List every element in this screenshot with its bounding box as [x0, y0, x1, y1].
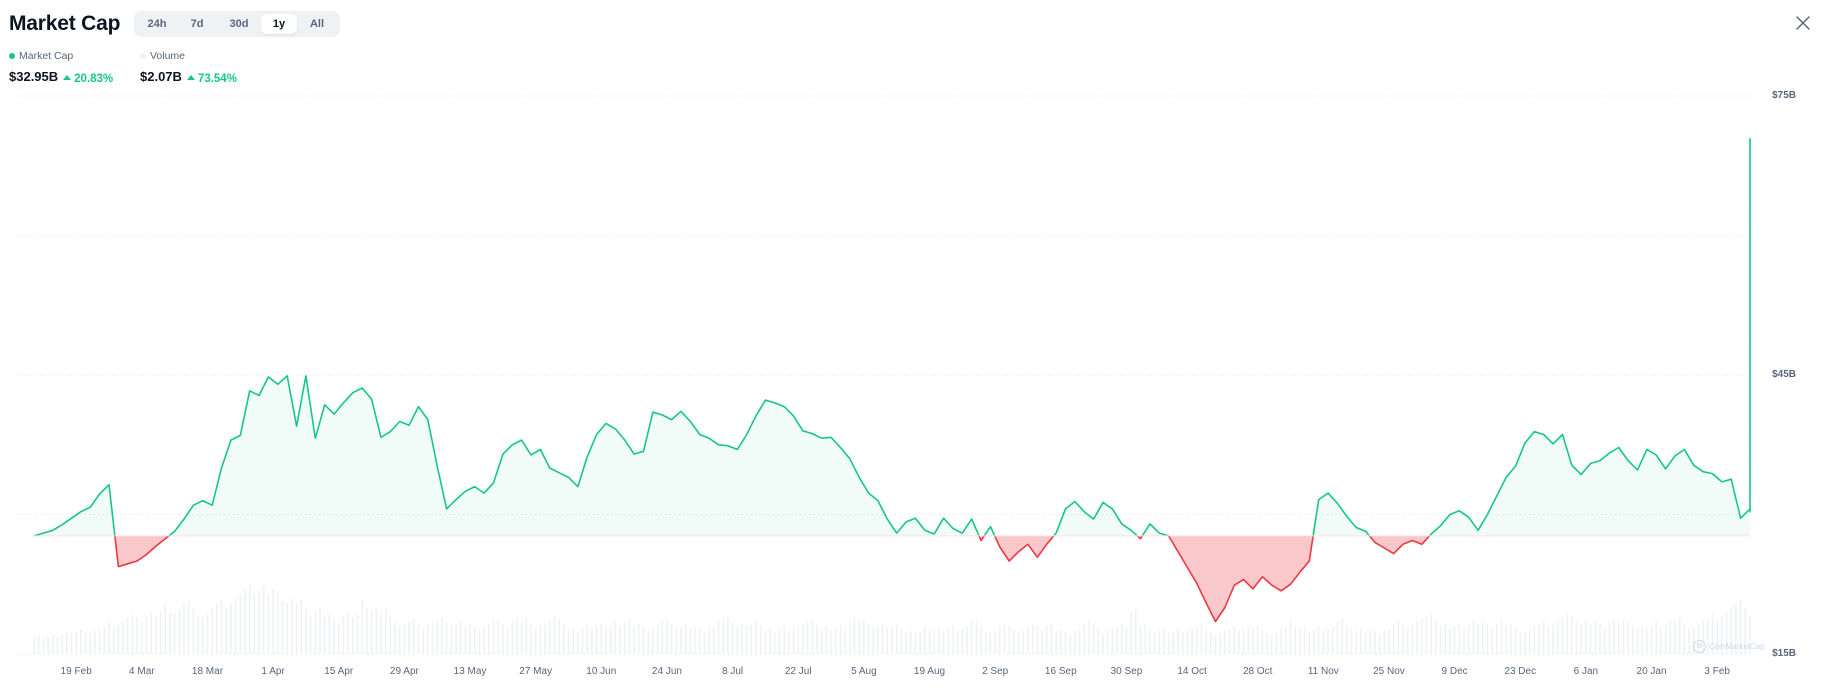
- market-cap-line-up: [33, 138, 1751, 536]
- caret-up-icon: [63, 75, 72, 80]
- page-title: Market Cap: [9, 12, 121, 35]
- x-tick-label: 4 Mar: [129, 666, 155, 677]
- volume-bars: [33, 584, 1751, 654]
- x-tick-label: 29 Apr: [389, 666, 419, 677]
- grid-lines: [17, 95, 1750, 655]
- legend-market-cap[interactable]: Market Cap: [9, 50, 73, 62]
- volume-value: $2.07B: [140, 69, 182, 84]
- volume-change: 73.54%: [186, 72, 237, 85]
- x-tick-label: 30 Sep: [1110, 666, 1143, 677]
- caret-up-icon: [186, 75, 195, 80]
- close-icon[interactable]: [1794, 14, 1812, 32]
- y-tick-label: $75B: [1772, 90, 1796, 101]
- x-tick-label: 24 Jun: [651, 666, 682, 677]
- x-tick-label: 9 Dec: [1441, 666, 1468, 677]
- market-cap-dot-icon: [9, 53, 15, 59]
- market-cap-value: $32.95B: [9, 69, 59, 84]
- x-tick-label: 1 Apr: [261, 666, 285, 677]
- x-tick-label: 3 Feb: [1704, 666, 1730, 677]
- y-tick-label: $45B: [1772, 369, 1796, 380]
- x-tick-label: 15 Apr: [324, 666, 354, 677]
- market-cap-stat: $32.95B 20.83%: [9, 69, 113, 85]
- x-tick-label: 5 Aug: [851, 666, 877, 677]
- x-tick-label: 18 Mar: [191, 666, 224, 677]
- range-all[interactable]: All: [309, 18, 325, 30]
- x-tick-label: 22 Jul: [784, 666, 812, 677]
- x-tick-label: 23 Dec: [1504, 666, 1537, 677]
- x-tick-label: 20 Jan: [1636, 666, 1667, 677]
- x-tick-label: 19 Feb: [60, 666, 92, 677]
- volume-stat: $2.07B 73.54%: [140, 69, 237, 85]
- x-tick-label: 25 Nov: [1373, 666, 1405, 677]
- y-tick-label: $15B: [1772, 648, 1796, 659]
- legend-volume[interactable]: Volume: [140, 50, 185, 62]
- x-tick-label: 6 Jan: [1573, 666, 1599, 677]
- x-tick-label: 19 Aug: [913, 666, 946, 677]
- x-tick-label: 10 Jun: [586, 666, 617, 677]
- x-tick-label: 11 Nov: [1307, 666, 1339, 677]
- time-range-selector: 24h 7d 30d 1y All: [134, 11, 340, 37]
- legend-market-cap-label: Market Cap: [19, 50, 74, 62]
- x-tick-label: 2 Sep: [982, 666, 1009, 677]
- volume-dot-icon: [140, 53, 146, 59]
- watermark: M CoinMarketCap: [1693, 640, 1765, 653]
- legend-volume-label: Volume: [150, 50, 186, 62]
- range-24h[interactable]: 24h: [147, 18, 167, 30]
- market-cap-line-down: [33, 535, 1431, 623]
- watermark-text: CoinMarketCap: [1709, 642, 1765, 651]
- x-tick-label: 13 May: [453, 666, 487, 677]
- x-tick-label: 28 Oct: [1242, 666, 1273, 677]
- range-30d[interactable]: 30d: [229, 18, 249, 30]
- x-tick-label: 16 Sep: [1044, 666, 1077, 677]
- market-cap-area: [33, 138, 1751, 623]
- coinmarketcap-logo-icon: M: [1693, 640, 1706, 653]
- volume-change-value: 73.54%: [197, 72, 237, 85]
- range-1y[interactable]: 1y: [261, 14, 297, 34]
- x-tick-label: 27 May: [519, 666, 553, 677]
- market-cap-change: 20.83%: [63, 73, 113, 85]
- market-cap-change-value: 20.83%: [74, 72, 114, 85]
- x-tick-label: 8 Jul: [722, 666, 744, 677]
- range-7d[interactable]: 7d: [190, 18, 204, 30]
- x-tick-label: 14 Oct: [1177, 666, 1207, 677]
